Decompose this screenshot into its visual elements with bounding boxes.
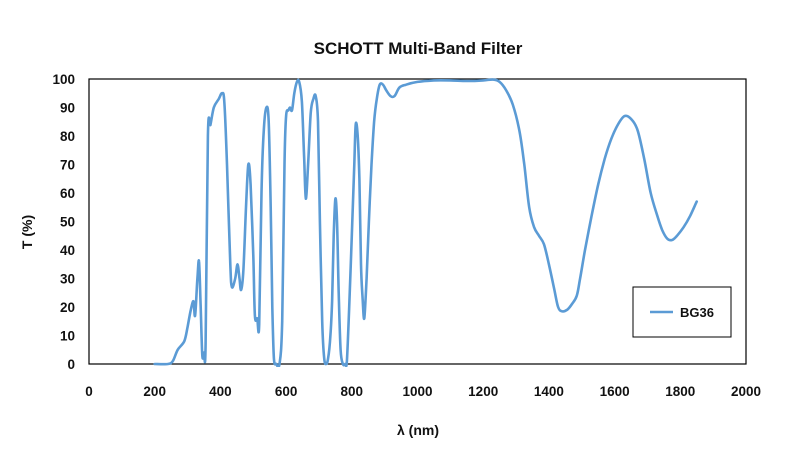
x-tick-label: 800 [341, 384, 364, 399]
x-axis-ticks: 0 200 400 600 800 1000 1200 1400 1600 1800 2000 [85, 384, 761, 399]
x-axis-label: λ (nm) [397, 422, 439, 438]
y-tick-label: 80 [60, 129, 75, 144]
y-tick-label: 20 [60, 300, 75, 315]
y-tick-label: 40 [60, 243, 75, 258]
chart-title: SCHOTT Multi-Band Filter [314, 39, 523, 58]
y-tick-label: 10 [60, 329, 75, 344]
series-line-bg36 [153, 78, 698, 367]
x-tick-label: 200 [143, 384, 166, 399]
x-tick-label: 1000 [402, 384, 432, 399]
y-axis-ticks: 0 10 20 30 40 50 60 70 80 90 100 [52, 72, 75, 372]
y-tick-label: 70 [60, 158, 75, 173]
x-tick-label: 400 [209, 384, 232, 399]
x-tick-label: 1400 [534, 384, 564, 399]
legend-box [632, 286, 732, 338]
legend: BG36 [632, 286, 732, 338]
y-tick-label: 100 [52, 72, 75, 87]
y-tick-label: 0 [67, 357, 75, 372]
x-tick-label: 2000 [731, 384, 761, 399]
x-tick-label: 1600 [600, 384, 630, 399]
y-tick-label: 60 [60, 186, 75, 201]
y-tick-label: 90 [60, 101, 75, 116]
legend-label: BG36 [680, 305, 714, 320]
y-axis-label: T (%) [19, 215, 35, 249]
y-tick-label: 30 [60, 272, 75, 287]
x-tick-label: 600 [275, 384, 298, 399]
y-tick-label: 50 [60, 215, 75, 230]
x-tick-label: 0 [85, 384, 93, 399]
x-tick-label: 1200 [468, 384, 498, 399]
x-tick-label: 1800 [665, 384, 695, 399]
